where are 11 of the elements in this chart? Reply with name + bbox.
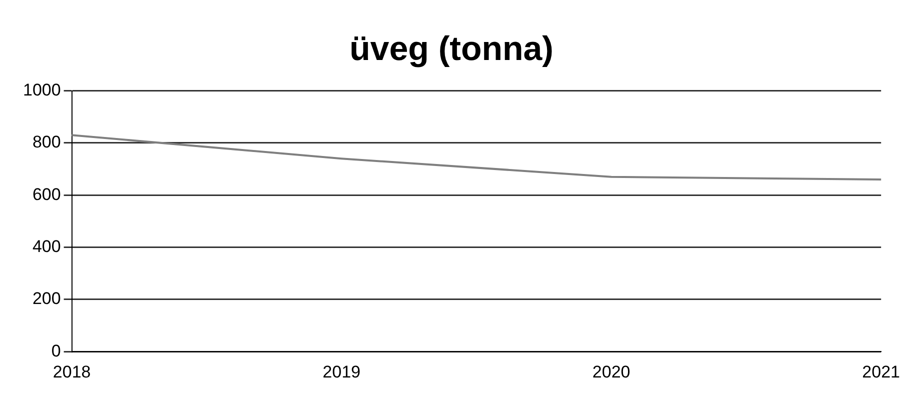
x-tick-label: 2021 [862,362,900,382]
x-tick-label: 2020 [592,362,630,382]
y-tick-label: 800 [32,132,61,152]
x-tick-label: 2018 [52,362,91,382]
y-tick-label: 200 [32,289,61,308]
y-tick-label: 0 [51,341,61,360]
y-tick-label: 400 [32,236,61,256]
chart-title: üveg (tonna) [350,30,554,68]
y-tick-label: 1000 [22,80,61,100]
y-tick-label: 600 [32,184,61,204]
x-tick-label: 2019 [322,362,360,382]
